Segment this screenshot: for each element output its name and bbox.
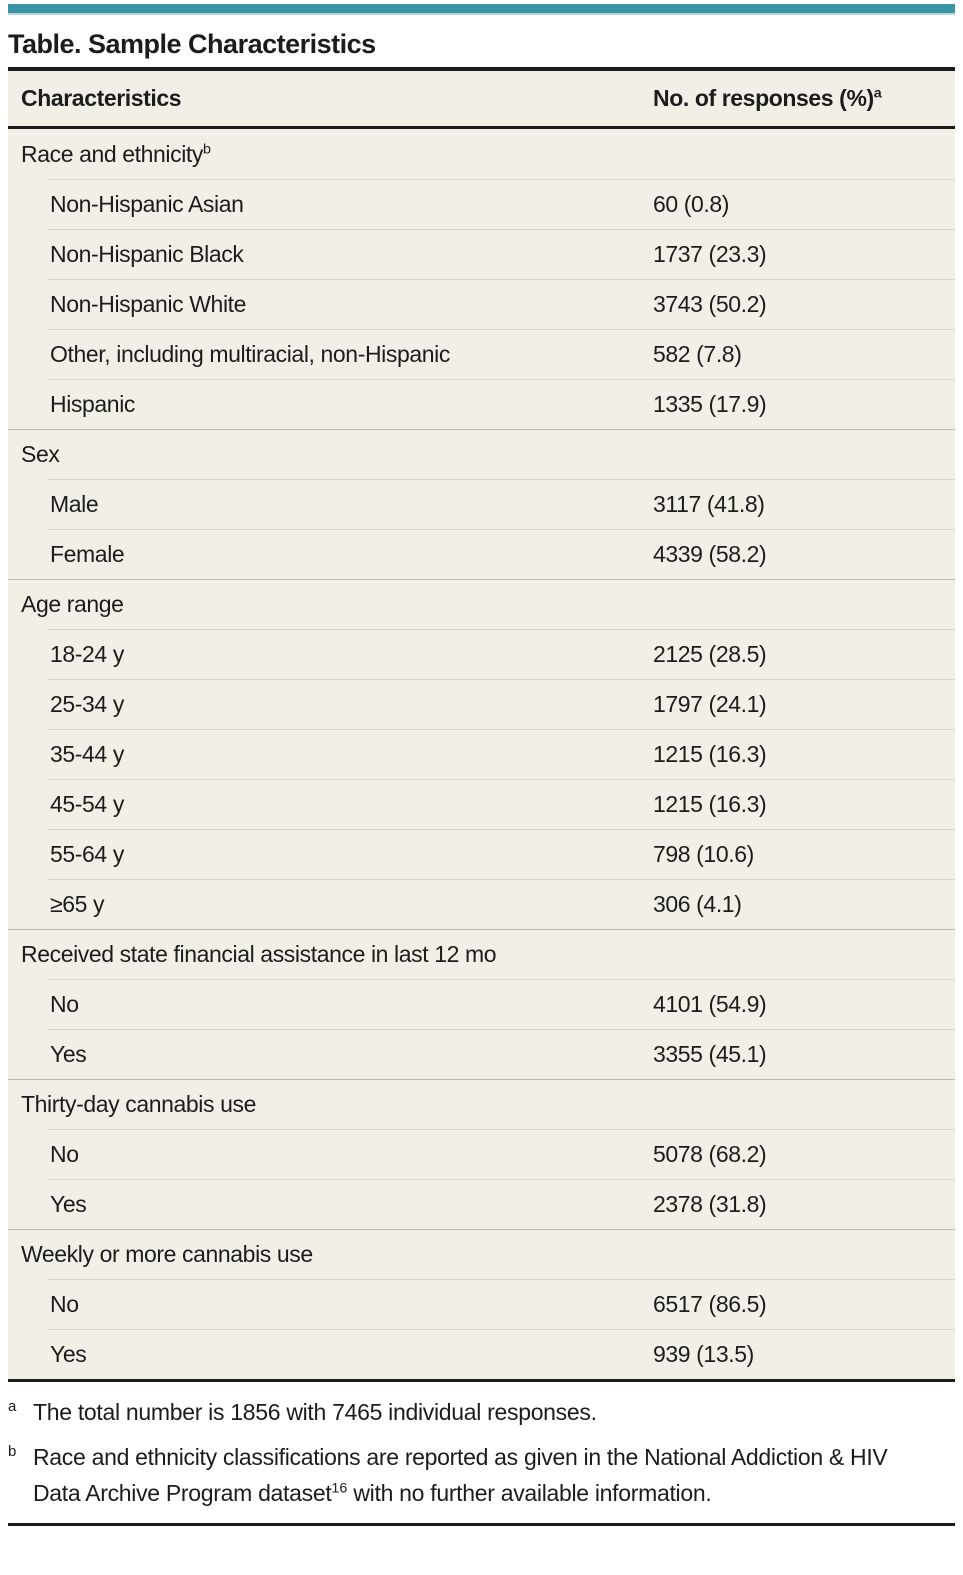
table-row: No 6517 (86.5)	[8, 1279, 955, 1329]
footnote-marker: a	[8, 1398, 17, 1415]
row-value: 798 (10.6)	[653, 840, 754, 867]
row-label: 45-54 y	[50, 790, 124, 817]
table-row: No 4101 (54.9)	[8, 979, 955, 1029]
table-row: Yes 2378 (31.8)	[8, 1179, 955, 1229]
row-value: 4339 (58.2)	[653, 540, 767, 567]
row-value: 3355 (45.1)	[653, 1040, 767, 1067]
footnote-marker: b	[8, 1443, 17, 1460]
row-label: Yes	[50, 1040, 87, 1067]
column-header-responses: No. of responses (%)a	[653, 85, 882, 112]
table-row: 45-54 y 1215 (16.3)	[8, 779, 955, 829]
row-label: 25-34 y	[50, 690, 124, 717]
footnote-ref-b: b	[203, 140, 211, 157]
table-row: Other, including multiracial, non-Hispan…	[8, 329, 955, 379]
table-row: Non-Hispanic Black 1737 (23.3)	[8, 229, 955, 279]
column-header-characteristics: Characteristics	[8, 85, 182, 112]
row-label: Other, including multiracial, non-Hispan…	[50, 340, 450, 367]
row-value: 939 (13.5)	[653, 1340, 754, 1367]
citation-ref: 16	[331, 1480, 348, 1497]
row-value: 5078 (68.2)	[653, 1140, 767, 1167]
footnote-b: b Race and ethnicity classifications are …	[8, 1439, 895, 1511]
thick-rule-under-header	[8, 126, 955, 129]
footnote-a: a The total number is 1856 with 7465 indi…	[8, 1394, 895, 1430]
row-label: Age range	[21, 590, 124, 617]
row-label: Yes	[50, 1190, 87, 1217]
table-row-section: Race and ethnicityb	[8, 129, 955, 179]
table-row: Male 3117 (41.8)	[8, 479, 955, 529]
row-label: Thirty-day cannabis use	[21, 1090, 256, 1117]
thick-rule-top	[8, 67, 955, 71]
column-header-label: No. of responses (%)	[653, 85, 874, 111]
table-row: 18-24 y 2125 (28.5)	[8, 629, 955, 679]
table-row: Hispanic 1335 (17.9)	[8, 379, 955, 429]
table-row-section: Thirty-day cannabis use	[8, 1079, 955, 1129]
row-label: Non-Hispanic White	[50, 290, 247, 317]
table-row: Non-Hispanic Asian 60 (0.8)	[8, 179, 955, 229]
row-label: 18-24 y	[50, 640, 124, 667]
row-label: Yes	[50, 1340, 87, 1367]
row-label: Non-Hispanic Asian	[50, 190, 244, 217]
column-header-label: Characteristics	[21, 85, 182, 111]
row-value: 2125 (28.5)	[653, 640, 767, 667]
footnote-ref-a: a	[873, 85, 882, 102]
table-row-section: Sex	[8, 429, 955, 479]
row-label: Non-Hispanic Black	[50, 240, 244, 267]
table-row: No 5078 (68.2)	[8, 1129, 955, 1179]
row-value: 6517 (86.5)	[653, 1290, 767, 1317]
row-label: No	[50, 1290, 79, 1317]
row-value: 1215 (16.3)	[653, 790, 767, 817]
table-row: 55-64 y 798 (10.6)	[8, 829, 955, 879]
row-value: 4101 (54.9)	[653, 990, 767, 1017]
row-value: 582 (7.8)	[653, 340, 742, 367]
row-value: 1335 (17.9)	[653, 390, 767, 417]
table-row-section: Received state financial assistance in l…	[8, 929, 955, 979]
footnotes: a The total number is 1856 with 7465 indi…	[8, 1394, 955, 1511]
table-row: Yes 3355 (45.1)	[8, 1029, 955, 1079]
row-label: Male	[50, 490, 99, 517]
table-row-section: Weekly or more cannabis use	[8, 1229, 955, 1279]
row-value: 60 (0.8)	[653, 190, 730, 217]
table-row: 35-44 y 1215 (16.3)	[8, 729, 955, 779]
row-label: Received state financial assistance in l…	[21, 940, 497, 967]
row-value: 306 (4.1)	[653, 890, 742, 917]
table-title: Table. Sample Characteristics	[8, 29, 376, 59]
row-label: 55-64 y	[50, 840, 124, 867]
row-value: 1797 (24.1)	[653, 690, 767, 717]
row-label: Hispanic	[50, 390, 136, 417]
row-label: Race and ethnicityb	[21, 140, 211, 167]
row-label: Female	[50, 540, 125, 567]
row-label: Weekly or more cannabis use	[21, 1240, 313, 1267]
row-label: No	[50, 990, 79, 1017]
accent-bar	[8, 4, 955, 15]
table-row: Female 4339 (58.2)	[8, 529, 955, 579]
row-value: 3743 (50.2)	[653, 290, 767, 317]
row-label: Sex	[21, 440, 60, 467]
table-row: ≥65 y 306 (4.1)	[8, 879, 955, 929]
row-label: No	[50, 1140, 79, 1167]
row-label: ≥65 y	[50, 890, 105, 917]
row-value: 1215 (16.3)	[653, 740, 767, 767]
figure-bottom-rule	[8, 1523, 955, 1526]
table-row: Non-Hispanic White 3743 (50.2)	[8, 279, 955, 329]
row-value: 1737 (23.3)	[653, 240, 767, 267]
table-header-row: Characteristics No. of responses (%)a	[8, 71, 955, 126]
table-body: Race and ethnicityb Non-Hispanic Asian 60 …	[8, 129, 955, 1379]
table-area: Characteristics No. of responses (%)a	[8, 71, 955, 126]
table-row: Yes 939 (13.5)	[8, 1329, 955, 1379]
thick-rule-bottom	[8, 1379, 955, 1382]
row-value: 3117 (41.8)	[653, 490, 765, 517]
table-row-section: Age range	[8, 579, 955, 629]
row-label: 35-44 y	[50, 740, 124, 767]
table-row: 25-34 y 1797 (24.1)	[8, 679, 955, 729]
row-value: 2378 (31.8)	[653, 1190, 767, 1217]
